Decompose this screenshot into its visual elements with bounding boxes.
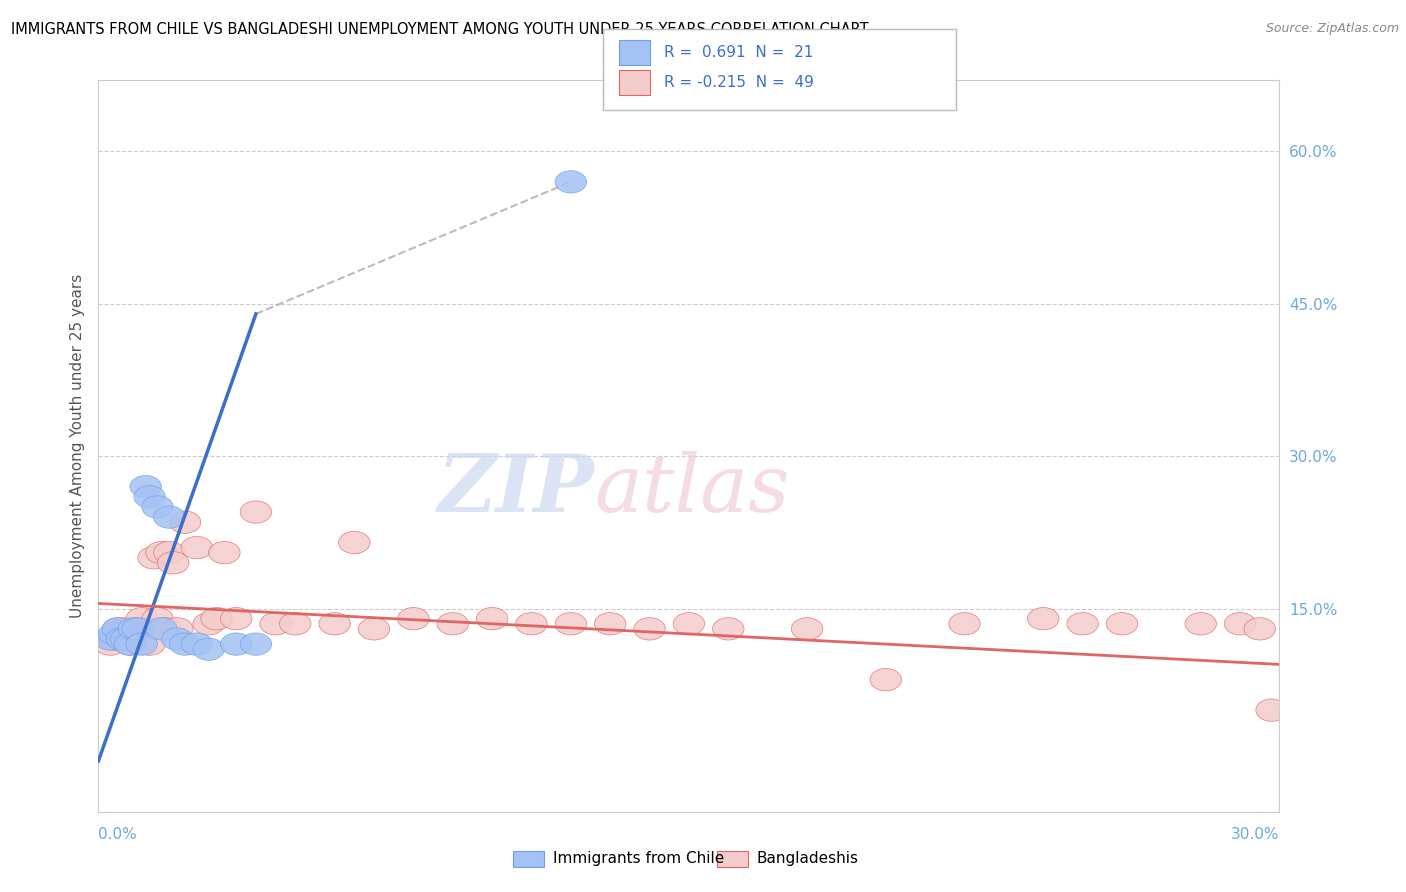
Ellipse shape	[114, 633, 146, 656]
Ellipse shape	[221, 607, 252, 630]
Ellipse shape	[555, 613, 586, 635]
Ellipse shape	[1256, 699, 1288, 722]
Ellipse shape	[169, 633, 201, 656]
Ellipse shape	[1244, 617, 1275, 640]
Ellipse shape	[555, 170, 586, 193]
Ellipse shape	[1185, 613, 1216, 635]
Text: Source: ZipAtlas.com: Source: ZipAtlas.com	[1265, 22, 1399, 36]
Ellipse shape	[673, 613, 704, 635]
Ellipse shape	[713, 617, 744, 640]
Ellipse shape	[398, 607, 429, 630]
Ellipse shape	[122, 617, 153, 640]
Ellipse shape	[240, 501, 271, 524]
Ellipse shape	[94, 628, 127, 650]
Ellipse shape	[127, 607, 157, 630]
Ellipse shape	[221, 633, 252, 656]
Ellipse shape	[162, 617, 193, 640]
Ellipse shape	[359, 617, 389, 640]
Ellipse shape	[1225, 613, 1256, 635]
Ellipse shape	[149, 617, 181, 640]
Ellipse shape	[870, 668, 901, 690]
Ellipse shape	[193, 638, 225, 660]
Ellipse shape	[134, 485, 166, 508]
Ellipse shape	[94, 633, 127, 656]
Text: ZIP: ZIP	[437, 451, 595, 529]
Text: atlas: atlas	[595, 451, 790, 529]
Ellipse shape	[129, 617, 162, 640]
Text: 0.0%: 0.0%	[98, 827, 138, 842]
Ellipse shape	[162, 628, 193, 650]
Ellipse shape	[103, 617, 134, 640]
Ellipse shape	[1028, 607, 1059, 630]
Ellipse shape	[201, 607, 232, 630]
Ellipse shape	[153, 541, 186, 564]
Ellipse shape	[516, 613, 547, 635]
Ellipse shape	[595, 613, 626, 635]
Ellipse shape	[103, 617, 134, 640]
Text: 30.0%: 30.0%	[1232, 827, 1279, 842]
Ellipse shape	[127, 633, 157, 656]
Ellipse shape	[98, 628, 129, 650]
Ellipse shape	[477, 607, 508, 630]
Ellipse shape	[118, 628, 149, 650]
Y-axis label: Unemployment Among Youth under 25 years: Unemployment Among Youth under 25 years	[69, 274, 84, 618]
Ellipse shape	[208, 541, 240, 564]
Ellipse shape	[193, 613, 225, 635]
Ellipse shape	[142, 496, 173, 518]
Ellipse shape	[110, 617, 142, 640]
Text: Bangladeshis: Bangladeshis	[756, 852, 859, 866]
Ellipse shape	[138, 547, 169, 569]
Text: R =  0.691  N =  21: R = 0.691 N = 21	[664, 45, 813, 60]
Ellipse shape	[157, 551, 188, 574]
Text: R = -0.215  N =  49: R = -0.215 N = 49	[664, 76, 814, 90]
Ellipse shape	[169, 511, 201, 533]
Ellipse shape	[142, 607, 173, 630]
Ellipse shape	[1107, 613, 1137, 635]
Ellipse shape	[122, 617, 153, 640]
Ellipse shape	[146, 541, 177, 564]
Ellipse shape	[181, 536, 212, 558]
Ellipse shape	[118, 617, 149, 640]
Ellipse shape	[114, 633, 146, 656]
Ellipse shape	[153, 506, 186, 528]
Ellipse shape	[181, 633, 212, 656]
Ellipse shape	[339, 532, 370, 554]
Ellipse shape	[129, 475, 162, 498]
Ellipse shape	[107, 628, 138, 650]
Ellipse shape	[98, 623, 129, 645]
Ellipse shape	[134, 633, 166, 656]
Ellipse shape	[949, 613, 980, 635]
Ellipse shape	[319, 613, 350, 635]
Ellipse shape	[260, 613, 291, 635]
Ellipse shape	[1067, 613, 1098, 635]
Ellipse shape	[146, 617, 177, 640]
Ellipse shape	[634, 617, 665, 640]
Ellipse shape	[792, 617, 823, 640]
Ellipse shape	[107, 628, 138, 650]
Text: IMMIGRANTS FROM CHILE VS BANGLADESHI UNEMPLOYMENT AMONG YOUTH UNDER 25 YEARS COR: IMMIGRANTS FROM CHILE VS BANGLADESHI UNE…	[11, 22, 869, 37]
Ellipse shape	[240, 633, 271, 656]
Text: Immigrants from Chile: Immigrants from Chile	[553, 852, 724, 866]
Ellipse shape	[110, 628, 142, 650]
Ellipse shape	[280, 613, 311, 635]
Ellipse shape	[437, 613, 468, 635]
